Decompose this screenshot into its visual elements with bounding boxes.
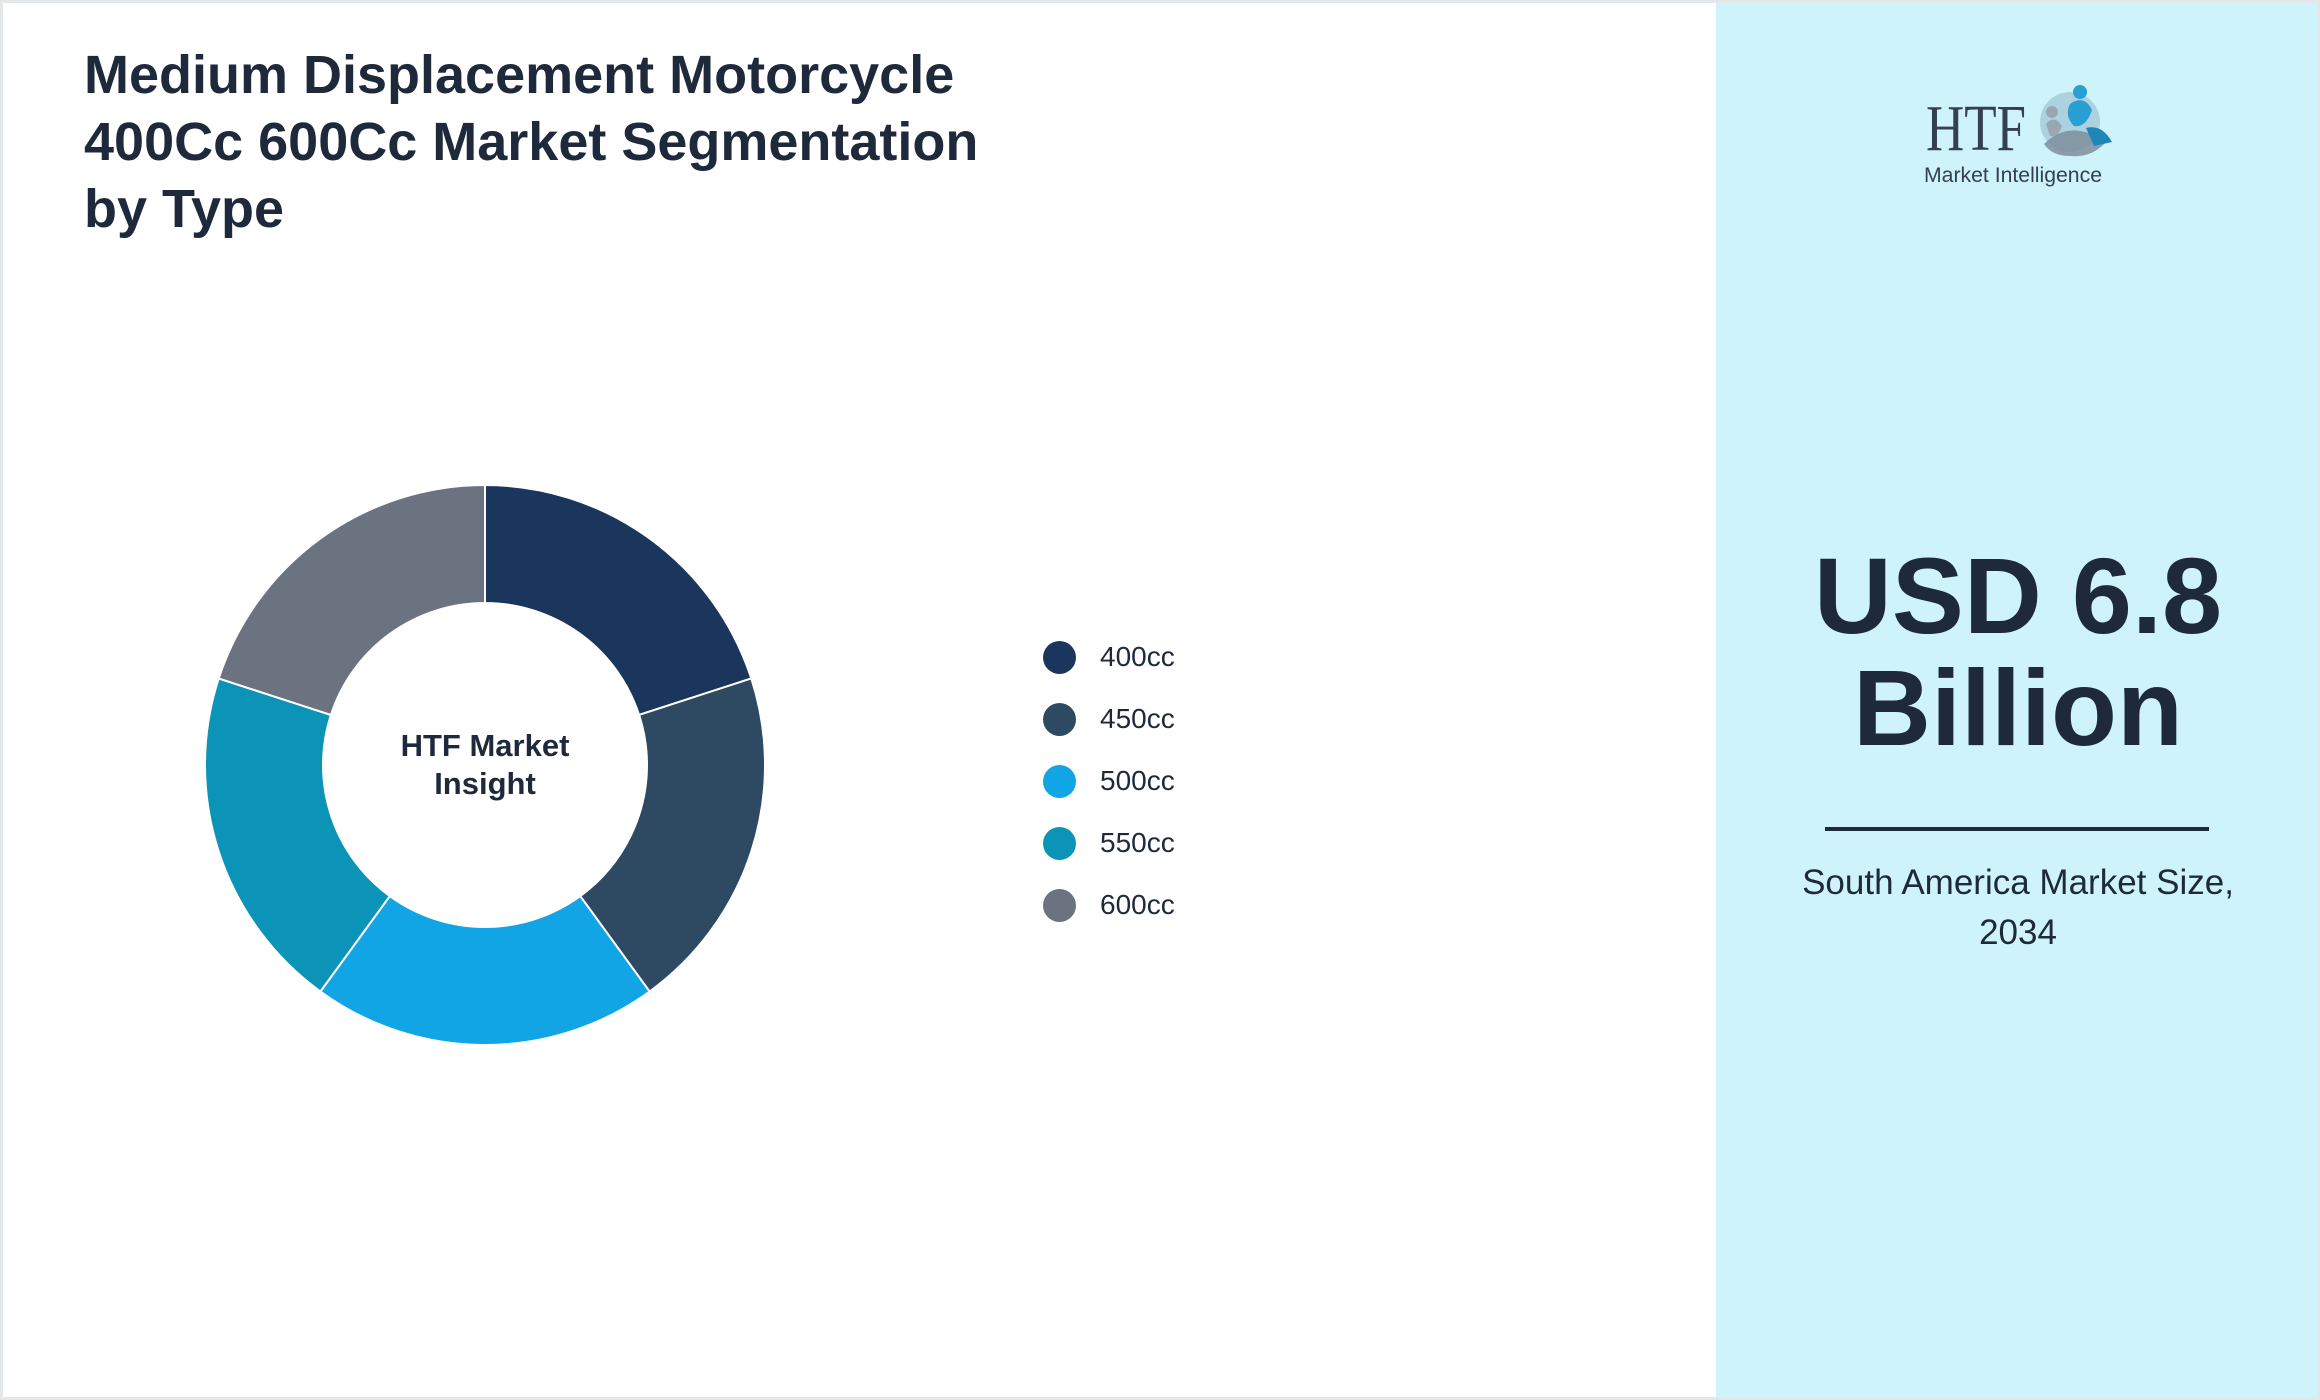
legend-label: 600cc — [1100, 889, 1175, 920]
legend-item-600cc[interactable]: 600cc — [1043, 874, 1363, 936]
legend-item-550cc[interactable]: 550cc — [1043, 812, 1363, 874]
market-size-region: South America Market Size, — [1802, 863, 2234, 902]
legend-swatch-icon — [1043, 826, 1076, 860]
donut-slice-600cc[interactable] — [217, 483, 486, 717]
htf-logo: HTF Market Intelligence — [1924, 85, 2112, 187]
center-label-line-1: HTF Market — [401, 728, 570, 763]
donut-slice-550cc[interactable] — [204, 677, 392, 993]
logo-tagline: Market Intelligence — [1924, 164, 2102, 187]
market-size-year: 2034 — [1979, 913, 2057, 952]
donut-slice-450cc[interactable] — [578, 677, 766, 993]
legend-swatch-icon — [1043, 888, 1076, 922]
divider — [1825, 827, 2209, 831]
summary-panel — [1716, 0, 2320, 1400]
legend-item-400cc[interactable]: 400cc — [1043, 626, 1363, 688]
chart-title: Medium Displacement Motorcycle 400Cc 600… — [84, 45, 979, 239]
market-size-value: USD 6.8 Billion — [1716, 540, 2320, 764]
donut-chart: HTF Market Insight — [204, 483, 766, 1047]
center-label-line-2: Insight — [434, 766, 536, 801]
legend-swatch-icon — [1043, 764, 1076, 798]
market-size-unit: Billion — [1853, 647, 2183, 768]
donut-slice-500cc[interactable] — [319, 894, 651, 1047]
legend-label: 550cc — [1100, 827, 1175, 858]
logo-wordmark: HTF — [1926, 92, 2026, 165]
donut-slices — [204, 483, 766, 1047]
donut-slice-400cc[interactable] — [484, 483, 753, 717]
chart-legend: 400cc 450cc 500cc 550cc 600cc — [1043, 626, 1363, 936]
legend-swatch-icon — [1043, 702, 1076, 736]
legend-label: 500cc — [1100, 765, 1175, 796]
legend-item-500cc[interactable]: 500cc — [1043, 750, 1363, 812]
legend-item-450cc[interactable]: 450cc — [1043, 688, 1363, 750]
globe-people-icon — [2040, 85, 2112, 157]
legend-label: 400cc — [1100, 641, 1175, 672]
chart-panel: Medium Displacement Motorcycle 400Cc 600… — [84, 45, 1363, 1047]
market-size-caption: South America Market Size, 2034 — [1766, 858, 2270, 958]
legend-label: 450cc — [1100, 703, 1175, 734]
legend-swatch-icon — [1043, 640, 1076, 674]
market-size-amount: USD 6.8 — [1813, 535, 2223, 656]
